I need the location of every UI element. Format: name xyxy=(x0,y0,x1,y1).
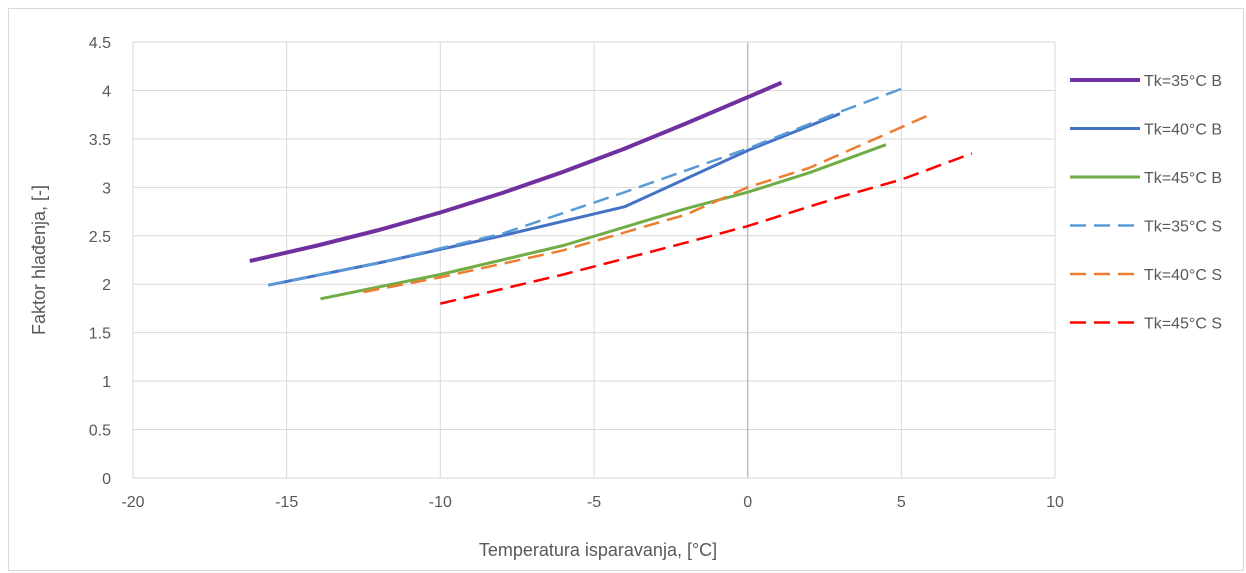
x-tick-label: -10 xyxy=(429,494,452,511)
legend-label: Tk=45°C B xyxy=(1144,170,1222,187)
y-tick-label: 0 xyxy=(102,471,111,488)
series-line-1 xyxy=(249,80,783,263)
x-tick-label: 0 xyxy=(743,494,752,511)
y-tick-label: 1 xyxy=(102,374,111,391)
series-line-4 xyxy=(267,85,908,287)
legend-label: Tk=35°C B xyxy=(1144,73,1222,90)
x-tick-label: -5 xyxy=(587,494,601,511)
y-axis-title: Faktor hlađenja, [-] xyxy=(29,185,49,335)
series-line-5 xyxy=(363,112,933,294)
x-tick-label: 5 xyxy=(897,494,906,511)
legend-label: Tk=40°C B xyxy=(1144,122,1222,139)
series-line-2 xyxy=(267,112,841,287)
x-axis-title: Temperatura isparavanja, [°C] xyxy=(479,540,717,560)
x-tick-label: -20 xyxy=(121,494,144,511)
y-tick-label: 4 xyxy=(102,83,111,100)
y-tick-label: 1.5 xyxy=(89,326,111,343)
legend-label: Tk=35°C S xyxy=(1144,219,1222,236)
chart-area xyxy=(8,8,1244,571)
x-tick-label: 10 xyxy=(1046,494,1064,511)
series-line-3 xyxy=(320,143,887,301)
y-tick-label: 2.5 xyxy=(89,229,111,246)
y-tick-label: 2 xyxy=(102,277,111,294)
y-tick-label: 3.5 xyxy=(89,132,111,149)
x-tick-label: -15 xyxy=(275,494,298,511)
legend-label: Tk=45°C S xyxy=(1144,316,1222,333)
y-tick-label: 0.5 xyxy=(89,423,111,440)
series-line-6 xyxy=(440,152,973,305)
legend-label: Tk=40°C S xyxy=(1144,267,1222,284)
y-tick-label: 3 xyxy=(102,180,111,197)
y-tick-label: 4.5 xyxy=(89,35,111,52)
